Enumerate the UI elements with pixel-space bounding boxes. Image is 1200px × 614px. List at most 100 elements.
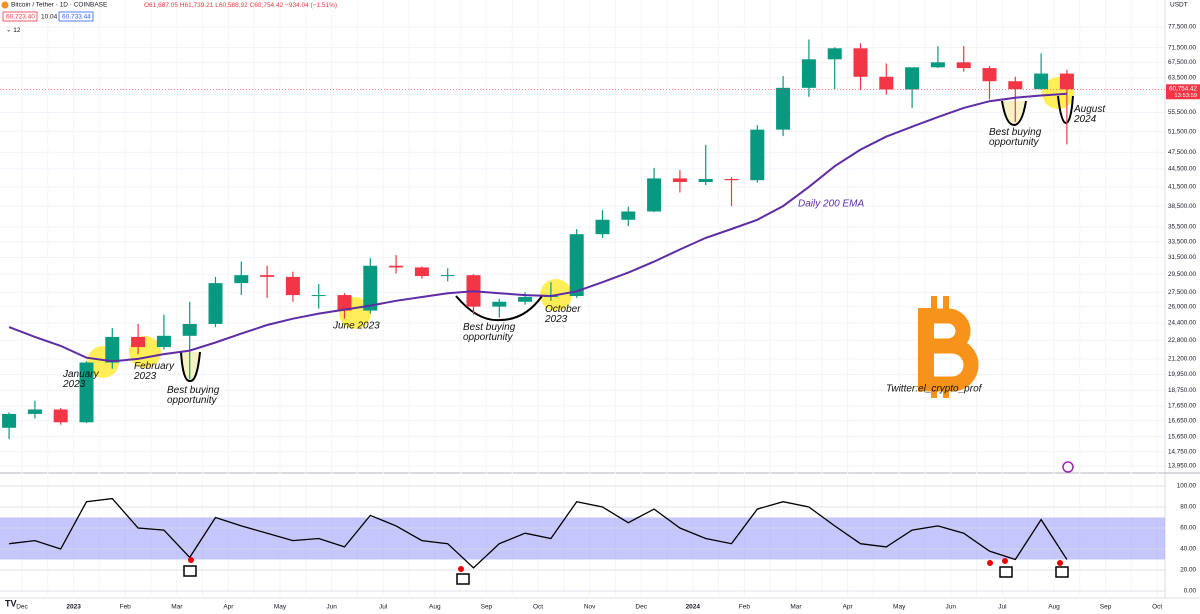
x-tick-label: Oct — [1152, 604, 1162, 611]
candle-body — [311, 295, 326, 297]
candle-body — [621, 211, 636, 220]
candle-body — [827, 48, 842, 60]
bid: 60,723.40 — [6, 14, 35, 21]
candle-body — [156, 335, 171, 348]
candle-body — [724, 178, 739, 181]
bid-box[interactable] — [2, 11, 38, 22]
annotation: Twitter:el_crypto_prof — [886, 384, 983, 395]
rsi-line — [9, 497, 1068, 569]
rsi-band — [0, 517, 1165, 560]
arc — [1001, 100, 1027, 127]
y-tick-label: 80.00 — [1180, 504, 1196, 511]
indicator-icon[interactable] — [1062, 461, 1074, 473]
candle-body — [260, 275, 275, 277]
y-tick-label: 17,650.00 — [1168, 402, 1197, 409]
candle-body — [1008, 81, 1023, 90]
ask-box[interactable] — [58, 11, 94, 22]
candle-body — [1034, 73, 1049, 90]
x-tick-label: 2024 — [686, 604, 701, 611]
candle-body — [595, 219, 610, 235]
y-tick-label: 38,500.00 — [1168, 203, 1197, 210]
annotations: January 2023 February 2023 Best buying oppo… — [62, 104, 1106, 406]
x-tick-label: Dec — [16, 604, 28, 611]
candle-body — [905, 67, 920, 90]
x-tick-label: Mar — [171, 604, 183, 611]
candle-body — [2, 413, 17, 428]
indicator-count[interactable]: ⌄ 12 — [6, 27, 21, 34]
candle-body — [363, 265, 378, 311]
annotation: February 2023 — [133, 361, 175, 382]
x-tick-label: May — [893, 604, 906, 611]
x-tick-label: Jun — [326, 604, 337, 611]
y-tick-label: 60.00 — [1180, 525, 1196, 532]
candle-body — [853, 48, 868, 77]
candle-body — [776, 87, 791, 130]
annotation: Best buying opportunity — [463, 322, 516, 343]
y-tick-label: 44,500.00 — [1168, 166, 1197, 173]
candle-body — [182, 323, 197, 336]
y-tick-label: 18,750.00 — [1168, 387, 1197, 394]
candle-body — [27, 409, 42, 414]
candle-body — [234, 275, 249, 284]
x-tick-label: Apr — [843, 604, 854, 611]
candle-body — [131, 336, 146, 348]
y-tick-label: 29,500.00 — [1168, 271, 1197, 278]
arc — [1057, 95, 1074, 125]
price-tag-label: 60,754.42 — [1169, 85, 1198, 92]
candle-body — [389, 265, 404, 268]
annotation: October 2023 — [544, 304, 581, 325]
signal-dot — [1057, 560, 1063, 566]
header: Bitcoin / Tether · 1D · COINBASE O61,687… — [1, 1, 1188, 34]
ema-line — [8, 92, 1067, 363]
y-tick-label: 15,650.00 — [1168, 433, 1197, 440]
y-tick-label: 13,950.00 — [1168, 463, 1197, 470]
candle-body — [956, 62, 971, 69]
annotation: Best buying opportunity — [167, 385, 220, 406]
currency: USDT — [1170, 2, 1188, 9]
annotation: Daily 200 EMA — [798, 199, 864, 210]
candle-body — [801, 59, 816, 88]
y-tick-label: 31,500.00 — [1168, 254, 1197, 261]
signal-dot — [188, 557, 194, 563]
ask: 60,733.44 — [62, 14, 91, 21]
x-tick-label: Feb — [739, 604, 751, 611]
y-tick-label: 71,500.00 — [1168, 44, 1197, 51]
signal-dot — [987, 560, 993, 566]
y-tick-label: 55,500.00 — [1168, 109, 1197, 116]
y-tick-label: 21,200.00 — [1168, 356, 1197, 363]
candle-body — [414, 267, 429, 277]
symbol-title: Bitcoin / Tether · 1D · COINBASE — [11, 2, 108, 9]
y-tick-label: 20.00 — [1180, 567, 1196, 574]
candle-body — [569, 234, 584, 297]
y-tick-label: 51,500.00 — [1168, 128, 1197, 135]
y-tick-label: 63,500.00 — [1168, 75, 1197, 82]
legend-open: O61,687.05 H61,739.21 L60,588.92 C60,754… — [144, 2, 337, 9]
y-tick-label: 22,800.00 — [1168, 337, 1197, 344]
y-tick-label: 27,500.00 — [1168, 289, 1197, 296]
candle-body — [982, 68, 997, 82]
x-tick-label: Dec — [635, 604, 647, 611]
candle-body — [53, 409, 68, 423]
signal-dot — [458, 566, 464, 572]
price-tag-timer: 13:53:59 — [1174, 93, 1197, 99]
y-tick-label: 35,500.00 — [1168, 224, 1197, 231]
candle-body — [105, 336, 120, 363]
bitcoin-logo — [918, 296, 979, 398]
x-tick-label: May — [274, 604, 287, 611]
x-tick-label: Aug — [429, 604, 441, 611]
x-tick-label: Feb — [120, 604, 132, 611]
y-tick-label: 33,500.00 — [1168, 238, 1197, 245]
candle-body — [930, 62, 945, 68]
y-tick-label: 26,000.00 — [1168, 303, 1197, 310]
candle-body — [672, 178, 687, 182]
y-tick-label: 47,500.00 — [1168, 149, 1197, 156]
axis-panel — [1165, 0, 1200, 614]
price-tag-box — [1166, 84, 1200, 100]
y-tick-label: 40.00 — [1180, 546, 1196, 553]
candle-body — [879, 76, 894, 90]
candle-body — [698, 178, 713, 182]
y-tick-label: 67,500.00 — [1168, 59, 1197, 66]
x-tick-label: Apr — [223, 604, 234, 611]
